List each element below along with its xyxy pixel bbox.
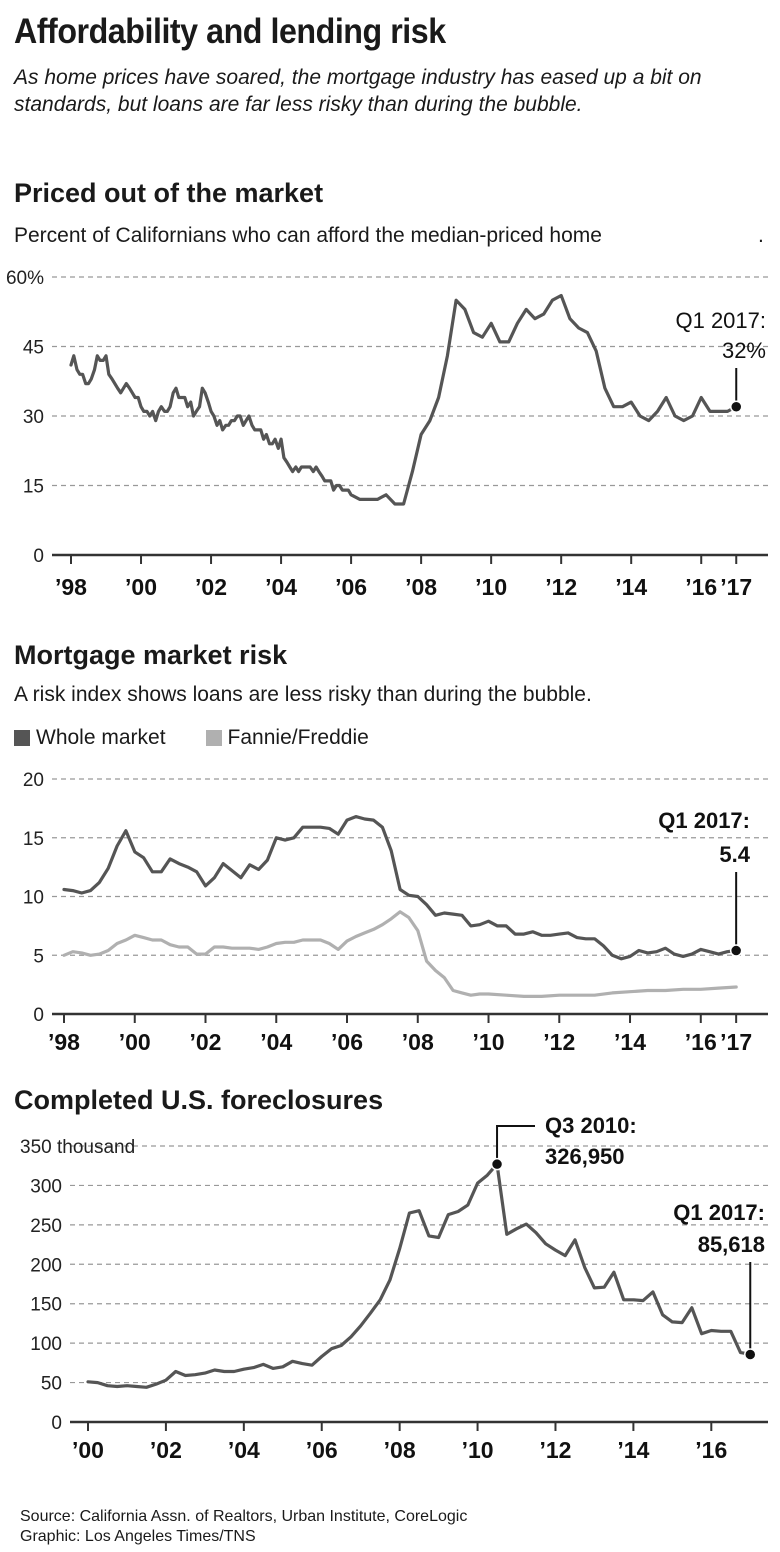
legend-item-fannie-freddie: Fannie/Freddie (205, 726, 369, 750)
x-tick-label: ’08 (384, 1437, 416, 1463)
x-tick-label: ’00 (119, 1029, 151, 1055)
y-tick-label: 250 (30, 1216, 62, 1237)
series-line-whole-market (62, 814, 738, 961)
y-tick-label: 0 (51, 1413, 62, 1434)
series-line-fannie-freddie (62, 910, 738, 999)
x-tick-label: ’16 (685, 574, 717, 600)
y-tick-label: 15 (23, 829, 44, 850)
y-tick-label: 60% (6, 268, 44, 289)
annotation-label: Q1 2017: (675, 308, 766, 333)
annotation-value: 85,618 (698, 1232, 765, 1257)
x-tick-label: ’14 (615, 574, 647, 600)
y-tick-label: 350 thousand (20, 1137, 135, 1158)
chart1-subtitle-mark: . (758, 224, 764, 247)
chart3-title: Completed U.S. foreclosures (14, 1085, 384, 1115)
x-tick-label: ’00 (72, 1437, 104, 1463)
y-tick-label: 5 (33, 946, 44, 967)
legend-swatch-whole-market (14, 730, 30, 746)
x-tick-label: ’10 (462, 1437, 494, 1463)
x-tick-label: ’12 (539, 1437, 571, 1463)
annotation-marker (729, 400, 743, 413)
annotation-value: 326,950 (545, 1144, 625, 1169)
credit-line: Graphic: Los Angeles Times/TNS (20, 1528, 256, 1545)
x-tick-label: ’12 (543, 1029, 575, 1055)
series-line (86, 1162, 752, 1389)
chart1-title: Priced out of the market (14, 178, 324, 208)
chart2-legend: Whole market Fannie/Freddie (14, 726, 409, 750)
x-tick-label: ’98 (55, 574, 87, 600)
source-line: Source: California Assn. of Realtors, Ur… (20, 1508, 468, 1525)
main-subtitle: As home prices have soared, the mortgage… (14, 66, 702, 116)
x-tick-label: ’06 (331, 1029, 363, 1055)
x-tick-label: ’98 (48, 1029, 80, 1055)
legend-label-whole-market: Whole market (36, 726, 166, 749)
annotation-label: Q1 2017: (658, 808, 750, 833)
x-tick-label: ’12 (545, 574, 577, 600)
x-tick-label: ’02 (150, 1437, 182, 1463)
y-tick-label: 30 (23, 407, 44, 428)
annotation-leader (496, 1125, 535, 1165)
y-tick-label: 20 (23, 770, 44, 791)
x-tick-label: ’04 (260, 1029, 292, 1055)
annotation-value: 32% (722, 338, 766, 363)
x-tick-label: ’04 (265, 574, 297, 600)
annotation-label: Q1 2017: (673, 1200, 765, 1225)
chart2-subtitle: A risk index shows loans are less risky … (14, 683, 592, 706)
annotation-label: Q3 2010: (545, 1113, 637, 1138)
main-title: Affordability and lending risk (14, 12, 446, 51)
chart2-title: Mortgage market risk (14, 640, 288, 670)
y-tick-label: 150 (30, 1295, 62, 1316)
x-tick-label: ’00 (125, 574, 157, 600)
x-tick-label: ’10 (473, 1029, 505, 1055)
x-tick-label: ’14 (614, 1029, 646, 1055)
legend-label-fannie-freddie: Fannie/Freddie (227, 726, 369, 749)
x-tick-label: ’17 (720, 1029, 752, 1055)
x-tick-label: ’08 (402, 1029, 434, 1055)
legend-item-whole-market: Whole market (14, 726, 166, 750)
annotation-marker (744, 1348, 757, 1361)
chart1-subtitle: Percent of Californians who can afford t… (14, 224, 602, 247)
annotation-marker (729, 944, 743, 957)
x-tick-label: ’08 (405, 574, 437, 600)
x-tick-label: ’04 (228, 1437, 260, 1463)
y-tick-label: 45 (23, 338, 44, 359)
y-tick-label: 10 (23, 888, 44, 909)
y-tick-label: 50 (41, 1374, 62, 1395)
y-tick-label: 0 (33, 1005, 44, 1026)
annotation-marker (490, 1157, 504, 1171)
y-tick-label: 15 (23, 477, 44, 498)
y-tick-label: 100 (30, 1334, 62, 1355)
x-tick-label: ’16 (695, 1437, 727, 1463)
y-tick-label: 200 (30, 1255, 62, 1276)
x-tick-label: ’02 (190, 1029, 222, 1055)
x-tick-label: ’17 (720, 574, 752, 600)
x-tick-label: ’10 (475, 574, 507, 600)
x-tick-label: ’14 (617, 1437, 649, 1463)
x-tick-label: ’06 (335, 574, 367, 600)
x-tick-label: ’16 (685, 1029, 717, 1055)
series-line (69, 293, 738, 506)
y-tick-label: 300 (30, 1176, 62, 1197)
x-tick-label: ’06 (306, 1437, 338, 1463)
source-note: Source: California Assn. of Realtors, Ur… (20, 1507, 467, 1547)
y-tick-label: 0 (33, 546, 44, 567)
annotation-value: 5.4 (719, 842, 750, 867)
legend-swatch-fannie-freddie (205, 730, 222, 746)
x-tick-label: ’02 (195, 574, 227, 600)
